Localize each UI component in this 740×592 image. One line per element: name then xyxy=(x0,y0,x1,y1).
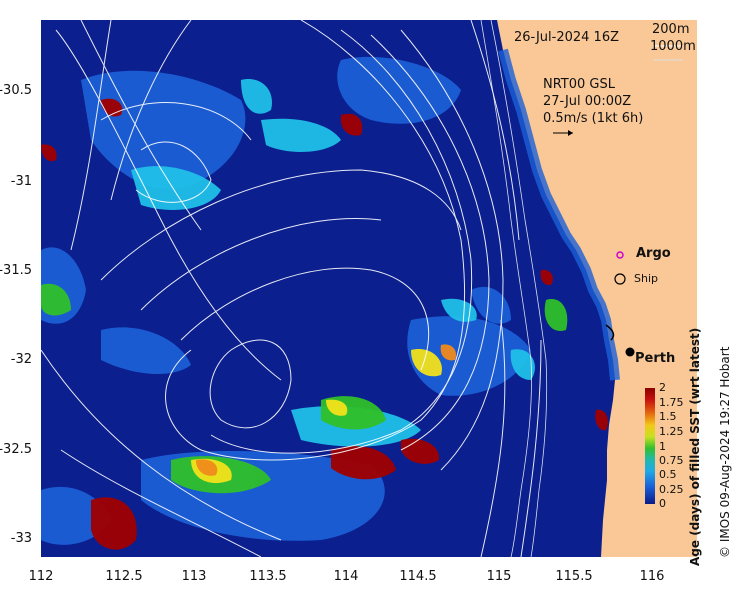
perth-label: Perth xyxy=(635,351,676,366)
ship-track-icon xyxy=(605,324,615,341)
current-streamlines xyxy=(41,20,542,557)
x-tick-label: 112 xyxy=(28,569,54,584)
y-tick-label: -30.5 xyxy=(0,83,32,98)
colorbar-tick: 1.5 xyxy=(659,410,677,423)
bathymetry-contours xyxy=(480,20,548,557)
map-date-label: 26-Jul-2024 16Z xyxy=(514,30,619,45)
current-time-label: 27-Jul 00:00Z xyxy=(543,94,632,109)
current-scale-label: 0.5m/s (1kt 6h) xyxy=(543,111,644,126)
y-tick-label: -31.5 xyxy=(0,263,32,278)
x-tick-label: 116 xyxy=(639,569,665,584)
colorbar-tick: 1 xyxy=(659,440,666,453)
sst-patches-blue xyxy=(41,56,531,545)
x-tick-label: 113 xyxy=(181,569,207,584)
x-tick-label: 113.5 xyxy=(249,569,287,584)
colorbar-tick: 2 xyxy=(659,381,666,394)
colorbar-title: Age (days) of filled SST (wrt latest) xyxy=(688,327,702,566)
argo-legend-label: Argo xyxy=(636,246,671,261)
colorbar-tick: 0.25 xyxy=(659,483,684,496)
y-tick-label: -32.5 xyxy=(0,442,32,457)
colorbar-tick: 1.75 xyxy=(659,396,684,409)
coastal-shelf xyxy=(498,48,620,381)
colorbar-tick: 1.25 xyxy=(659,425,684,438)
perth-marker xyxy=(625,347,635,357)
x-tick-label: 114.5 xyxy=(399,569,437,584)
colorbar-tick: 0.5 xyxy=(659,468,677,481)
colorbar-tick: 0 xyxy=(659,497,666,510)
credit-text: © IMOS 09-Aug-2024 19:27 Hobart xyxy=(718,346,732,558)
colorbar-tick: 0.75 xyxy=(659,454,684,467)
colorbar xyxy=(645,388,655,504)
ship-legend-label: Ship xyxy=(634,272,658,285)
y-tick-label: -33 xyxy=(10,531,32,546)
x-tick-label: 115.5 xyxy=(555,569,593,584)
x-tick-label: 115 xyxy=(486,569,512,584)
depth-label-200m: 200m xyxy=(652,22,690,37)
current-product-label: NRT00 GSL xyxy=(543,77,615,92)
sst-map[interactable] xyxy=(41,20,697,557)
depth-label-1000m: 1000m xyxy=(650,39,696,54)
x-tick-label: 114 xyxy=(333,569,359,584)
ship-marker xyxy=(614,273,626,285)
y-tick-label: -32 xyxy=(10,352,32,367)
y-tick-label: -31 xyxy=(10,174,32,189)
sst-patches-orange xyxy=(196,344,457,476)
sst-map-canvas xyxy=(41,20,697,557)
x-tick-label: 112.5 xyxy=(105,569,143,584)
argo-marker xyxy=(616,251,624,259)
